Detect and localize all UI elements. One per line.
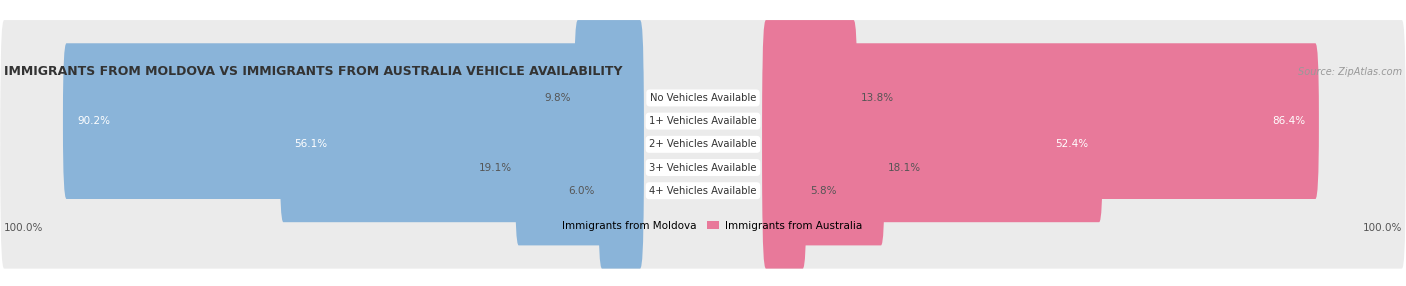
Text: 9.8%: 9.8% — [544, 93, 571, 103]
Text: 100.0%: 100.0% — [4, 223, 44, 233]
Text: 86.4%: 86.4% — [1272, 116, 1305, 126]
Text: 2+ Vehicles Available: 2+ Vehicles Available — [650, 139, 756, 149]
Text: 18.1%: 18.1% — [889, 162, 921, 172]
FancyBboxPatch shape — [599, 113, 644, 269]
Text: 52.4%: 52.4% — [1056, 139, 1088, 149]
Text: 90.2%: 90.2% — [77, 116, 110, 126]
Text: 4+ Vehicles Available: 4+ Vehicles Available — [650, 186, 756, 196]
Text: 6.0%: 6.0% — [568, 186, 595, 196]
FancyBboxPatch shape — [762, 66, 1102, 222]
FancyBboxPatch shape — [63, 43, 644, 199]
FancyBboxPatch shape — [0, 113, 1406, 269]
Text: 5.8%: 5.8% — [810, 186, 837, 196]
FancyBboxPatch shape — [515, 90, 644, 245]
FancyBboxPatch shape — [0, 43, 1406, 199]
Text: 3+ Vehicles Available: 3+ Vehicles Available — [650, 162, 756, 172]
FancyBboxPatch shape — [762, 43, 1319, 199]
FancyBboxPatch shape — [0, 90, 1406, 245]
FancyBboxPatch shape — [574, 20, 644, 176]
Text: 100.0%: 100.0% — [1362, 223, 1402, 233]
Text: No Vehicles Available: No Vehicles Available — [650, 93, 756, 103]
FancyBboxPatch shape — [0, 20, 1406, 176]
Text: IMMIGRANTS FROM MOLDOVA VS IMMIGRANTS FROM AUSTRALIA VEHICLE AVAILABILITY: IMMIGRANTS FROM MOLDOVA VS IMMIGRANTS FR… — [4, 65, 623, 78]
FancyBboxPatch shape — [0, 66, 1406, 222]
FancyBboxPatch shape — [762, 113, 806, 269]
Legend: Immigrants from Moldova, Immigrants from Australia: Immigrants from Moldova, Immigrants from… — [540, 216, 866, 235]
Text: 13.8%: 13.8% — [860, 93, 894, 103]
FancyBboxPatch shape — [762, 90, 884, 245]
Text: 56.1%: 56.1% — [294, 139, 328, 149]
FancyBboxPatch shape — [280, 66, 644, 222]
Text: 19.1%: 19.1% — [478, 162, 512, 172]
Text: 1+ Vehicles Available: 1+ Vehicles Available — [650, 116, 756, 126]
Text: Source: ZipAtlas.com: Source: ZipAtlas.com — [1298, 67, 1402, 77]
FancyBboxPatch shape — [762, 20, 858, 176]
